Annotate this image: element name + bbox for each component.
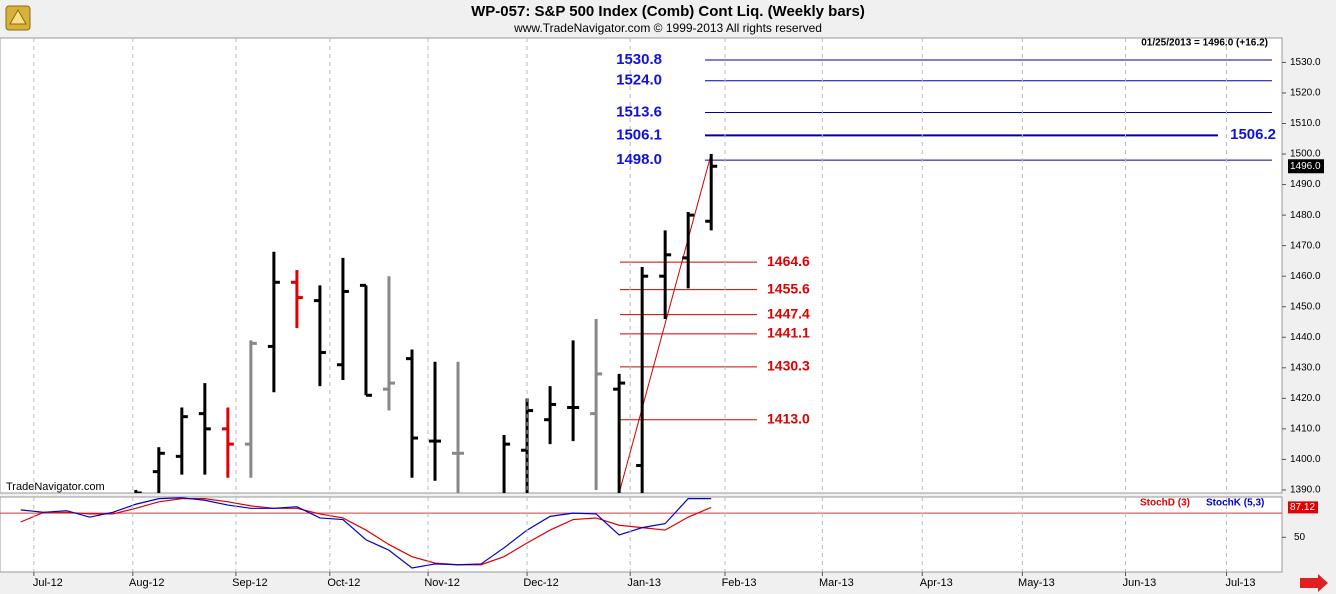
logo xyxy=(5,5,31,31)
fib-level-label: 1524.0 xyxy=(616,72,662,89)
legend-entry: StochD (3) xyxy=(1140,498,1190,509)
x-tick-label: Dec-12 xyxy=(523,577,558,589)
y-tick-label: 1410.0 xyxy=(1290,424,1321,435)
x-tick-label: Aug-12 xyxy=(129,577,164,589)
x-tick-label: Jul-13 xyxy=(1226,577,1256,589)
chart-title: WP-057: S&P 500 Index (Comb) Cont Liq. (… xyxy=(471,3,865,20)
x-tick-label: Feb-13 xyxy=(722,577,757,589)
chart-subtitle: www.TradeNavigator.com © 1999-2013 All r… xyxy=(513,21,822,35)
y-tick-label: 1430.0 xyxy=(1290,362,1321,373)
stoch-panel xyxy=(0,496,1283,573)
stoch-line xyxy=(20,497,712,569)
fib-level-label: 1506.1 xyxy=(616,126,662,143)
y-tick-label: 1400.0 xyxy=(1290,454,1321,465)
retrace-level-label: 1455.6 xyxy=(767,280,810,296)
price-tag-box xyxy=(1288,159,1324,174)
x-tick-label: Jan-13 xyxy=(627,577,661,589)
fib-level-label: 1513.6 xyxy=(616,103,662,120)
y-tick-label: 1450.0 xyxy=(1290,301,1321,312)
fib-level-tag: 1506.2 xyxy=(1230,126,1276,143)
scroll-arrow[interactable] xyxy=(1300,574,1328,592)
y-tick-label: 1480.0 xyxy=(1290,210,1321,221)
stoch-line xyxy=(20,498,712,566)
y-tick-label: 1510.0 xyxy=(1290,118,1321,129)
y-tick-label: 1530.0 xyxy=(1290,57,1321,68)
x-tick-label: Jun-13 xyxy=(1123,577,1157,589)
trendline xyxy=(618,153,712,493)
retrace-level-label: 1413.0 xyxy=(767,410,810,426)
retrace-level-label: 1430.3 xyxy=(767,358,810,374)
y-tick-label: 1390.0 xyxy=(1290,485,1321,496)
x-tick-label: May-13 xyxy=(1018,577,1055,589)
y-tick-label: 1490.0 xyxy=(1290,179,1321,190)
legend-entry: StochK (5,3) xyxy=(1206,498,1264,509)
x-tick-label: Oct-12 xyxy=(327,577,360,589)
fib-level-label: 1498.0 xyxy=(616,151,662,168)
fib-level-label: 1530.8 xyxy=(616,51,662,68)
stoch-tag-box xyxy=(1288,501,1318,514)
x-tick-label: Sep-12 xyxy=(232,577,267,589)
axes: Jul-12 Aug-12 Sep-12 Oct-12 Nov-12 Dec-12 Jan-… xyxy=(33,38,1324,589)
retrace-level-label: 1447.4 xyxy=(767,305,810,321)
price-tag: 1496.0 xyxy=(1290,161,1321,172)
y-tick-label: 1460.0 xyxy=(1290,271,1321,282)
y2-tick-label: 50 xyxy=(1294,532,1306,543)
stoch-plot xyxy=(0,497,1282,569)
y-tick-label: 1420.0 xyxy=(1290,393,1321,404)
y-tick-label: 1440.0 xyxy=(1290,332,1321,343)
y-tick-label: 1500.0 xyxy=(1290,149,1321,160)
retrace-level-label: 1441.1 xyxy=(767,325,810,341)
y-tick-label: 1470.0 xyxy=(1290,240,1321,251)
x-tick-label: Apr-13 xyxy=(920,577,953,589)
y-tick-label: 1520.0 xyxy=(1290,88,1321,99)
last-quote: 01/25/2013 = 1496.0 (+16.2) xyxy=(1141,38,1268,49)
x-tick-label: Jul-12 xyxy=(33,577,63,589)
retrace-level-label: 1464.6 xyxy=(767,253,810,269)
x-tick-label: Mar-13 xyxy=(819,577,854,589)
x-tick-label: Nov-12 xyxy=(424,577,459,589)
price-plot xyxy=(134,59,1272,493)
stoch-tag: 87.12 xyxy=(1290,502,1315,513)
watermark: TradeNavigator.com xyxy=(6,481,105,493)
